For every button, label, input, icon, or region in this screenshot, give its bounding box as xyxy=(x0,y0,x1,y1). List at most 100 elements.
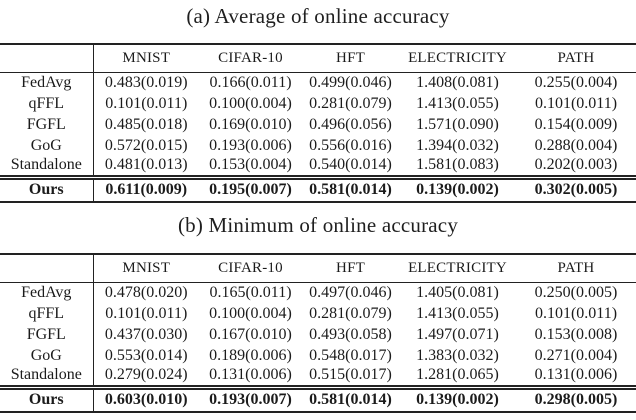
value-cell: 0.572(0.015) xyxy=(104,136,188,154)
value-cell: 0.548(0.017) xyxy=(309,346,392,364)
value-cell: 0.101(0.011) xyxy=(534,304,618,322)
value-cell: 0.493(0.058) xyxy=(309,325,392,343)
value-cell: 1.405(0.081) xyxy=(416,283,499,301)
value-cell: 0.193(0.006) xyxy=(209,136,292,154)
value-cell: 0.485(0.018) xyxy=(104,115,188,133)
table-row: GoG 0.553(0.014) 0.189(0.006) 0.548(0.01… xyxy=(0,345,636,366)
value-cell: 0.553(0.014) xyxy=(104,346,188,364)
row-label-ours: Ours xyxy=(0,384,94,412)
value-cell: 0.478(0.020) xyxy=(104,283,188,301)
table-row: FedAvg 0.478(0.020) 0.165(0.011) 0.497(0… xyxy=(0,282,636,303)
value-cell: 1.413(0.055) xyxy=(416,94,499,112)
row-label-qffl: qFFL xyxy=(0,93,94,114)
table-average-accuracy: MNIST CIFAR-10 HFT ELECTRICITY PATH FedA… xyxy=(0,43,636,203)
ours-row: Ours 0.611(0.009) 0.195(0.007) 0.581(0.0… xyxy=(0,174,636,202)
value-cell: 0.279(0.024) xyxy=(104,366,188,384)
value-cell: 0.581(0.014) xyxy=(302,174,399,202)
value-cell: 0.540(0.014) xyxy=(309,156,392,174)
row-label-ours: Ours xyxy=(0,174,94,202)
value-cell: 0.139(0.002) xyxy=(399,174,516,202)
caption-average-accuracy: (a) Average of online accuracy xyxy=(186,4,450,28)
value-cell: 0.298(0.005) xyxy=(516,384,636,412)
value-cell: 1.281(0.065) xyxy=(416,366,499,384)
value-cell: 1.571(0.090) xyxy=(416,115,499,133)
value-cell: 0.271(0.004) xyxy=(534,346,618,364)
value-cell: 0.101(0.011) xyxy=(534,94,618,112)
row-label-fedavg: FedAvg xyxy=(0,72,94,93)
value-cell: 0.153(0.004) xyxy=(209,156,292,174)
table-minimum-accuracy: MNIST CIFAR-10 HFT ELECTRICITY PATH FedA… xyxy=(0,253,636,413)
table-row: FGFL 0.485(0.018) 0.169(0.010) 0.496(0.0… xyxy=(0,114,636,135)
table-row: Standalone 0.279(0.024) 0.131(0.006) 0.5… xyxy=(0,366,636,387)
value-cell: 0.281(0.079) xyxy=(309,304,392,322)
ours-row: Ours 0.603(0.010) 0.193(0.007) 0.581(0.0… xyxy=(0,384,636,412)
header-row: MNIST CIFAR-10 HFT ELECTRICITY PATH xyxy=(0,254,636,283)
value-cell: 0.497(0.046) xyxy=(309,283,392,301)
value-cell: 0.515(0.017) xyxy=(309,366,392,384)
col-header-cifar10: CIFAR-10 xyxy=(199,254,302,283)
value-cell: 0.481(0.013) xyxy=(104,156,188,174)
value-cell: 1.581(0.083) xyxy=(416,156,499,174)
header-row: MNIST CIFAR-10 HFT ELECTRICITY PATH xyxy=(0,44,636,73)
row-label-standalone: Standalone xyxy=(0,156,94,177)
caption-minimum-accuracy: (b) Minimum of online accuracy xyxy=(177,213,459,237)
row-label-gog: GoG xyxy=(0,135,94,156)
value-cell: 0.255(0.004) xyxy=(534,73,618,91)
col-header-hft: HFT xyxy=(302,254,399,283)
value-cell: 0.100(0.004) xyxy=(209,304,292,322)
row-label-standalone: Standalone xyxy=(0,366,94,387)
value-cell: 0.193(0.007) xyxy=(199,384,302,412)
col-header-hft: HFT xyxy=(302,44,399,73)
value-cell: 0.165(0.011) xyxy=(209,283,292,301)
value-cell: 0.302(0.005) xyxy=(516,174,636,202)
value-cell: 0.169(0.010) xyxy=(209,115,292,133)
col-header-cifar10: CIFAR-10 xyxy=(199,44,302,73)
value-cell: 0.496(0.056) xyxy=(309,115,392,133)
value-cell: 0.166(0.011) xyxy=(209,73,292,91)
value-cell: 0.167(0.010) xyxy=(209,325,292,343)
table-row: FedAvg 0.483(0.019) 0.166(0.011) 0.499(0… xyxy=(0,72,636,93)
value-cell: 0.581(0.014) xyxy=(302,384,399,412)
header-empty-cell xyxy=(0,254,94,283)
col-header-path: PATH xyxy=(516,44,636,73)
value-cell: 0.250(0.005) xyxy=(534,283,618,301)
value-cell: 0.153(0.008) xyxy=(534,325,618,343)
value-cell: 1.413(0.055) xyxy=(416,304,499,322)
col-header-electricity: ELECTRICITY xyxy=(399,254,516,283)
value-cell: 0.154(0.009) xyxy=(534,115,618,133)
row-label-gog: GoG xyxy=(0,345,94,366)
table-row: Standalone 0.481(0.013) 0.153(0.004) 0.5… xyxy=(0,156,636,177)
value-cell: 0.288(0.004) xyxy=(534,136,618,154)
col-header-path: PATH xyxy=(516,254,636,283)
value-cell: 0.202(0.003) xyxy=(534,156,618,174)
value-cell: 0.131(0.006) xyxy=(209,366,292,384)
value-cell: 0.101(0.011) xyxy=(105,94,188,112)
value-cell: 0.603(0.010) xyxy=(93,384,199,412)
table-row: GoG 0.572(0.015) 0.193(0.006) 0.556(0.01… xyxy=(0,135,636,156)
col-header-mnist: MNIST xyxy=(93,254,199,283)
row-label-fgfl: FGFL xyxy=(0,324,94,345)
value-cell: 1.408(0.081) xyxy=(416,73,499,91)
value-cell: 1.383(0.032) xyxy=(416,346,499,364)
value-cell: 0.556(0.016) xyxy=(309,136,392,154)
value-cell: 0.131(0.006) xyxy=(534,366,618,384)
value-cell: 1.394(0.032) xyxy=(416,136,499,154)
value-cell: 0.611(0.009) xyxy=(93,174,199,202)
header-empty-cell xyxy=(0,44,94,73)
value-cell: 0.483(0.019) xyxy=(104,73,188,91)
value-cell: 0.195(0.007) xyxy=(199,174,302,202)
value-cell: 0.101(0.011) xyxy=(105,304,188,322)
row-label-fgfl: FGFL xyxy=(0,114,94,135)
value-cell: 0.437(0.030) xyxy=(104,325,188,343)
table-row: qFFL 0.101(0.011) 0.100(0.004) 0.281(0.0… xyxy=(0,93,636,114)
value-cell: 0.139(0.002) xyxy=(399,384,516,412)
value-cell: 0.189(0.006) xyxy=(209,346,292,364)
row-label-fedavg: FedAvg xyxy=(0,282,94,303)
value-cell: 0.281(0.079) xyxy=(309,94,392,112)
row-label-qffl: qFFL xyxy=(0,303,94,324)
col-header-electricity: ELECTRICITY xyxy=(399,44,516,73)
table-row: FGFL 0.437(0.030) 0.167(0.010) 0.493(0.0… xyxy=(0,324,636,345)
table-row: qFFL 0.101(0.011) 0.100(0.004) 0.281(0.0… xyxy=(0,303,636,324)
value-cell: 0.100(0.004) xyxy=(209,94,292,112)
